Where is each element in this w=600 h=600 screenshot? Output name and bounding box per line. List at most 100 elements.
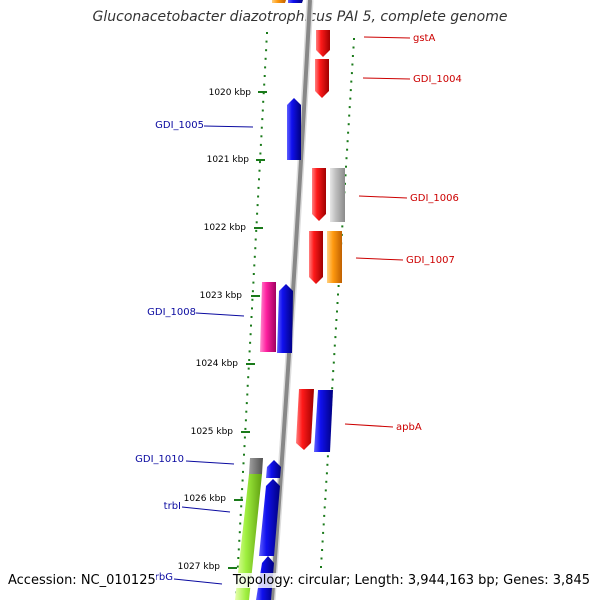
grey-gene-arrow[interactable] [330,168,345,222]
red-gene-arrow[interactable] [309,231,323,284]
label-leader-line [363,36,411,39]
track-tick [238,539,241,542]
label-leader-line [173,578,223,585]
label-leader-line [195,312,245,317]
scale-label: 1021 kbp [207,155,250,165]
track-tick [252,273,255,275]
accession-text: Accession: NC_010125 [8,573,156,588]
track-tick [241,479,244,482]
track-tick [242,470,244,473]
track-tick [332,370,335,373]
track-tick [259,152,262,155]
track-tick [352,46,355,49]
track-tick [261,109,264,112]
track-tick [322,531,325,534]
track-tick [326,455,329,458]
scale-label: 1024 kbp [196,359,239,369]
gene-label-gdi-1010[interactable]: GDI_1010 [135,454,184,465]
track-tick [260,135,263,138]
gene-label-gdi-1006[interactable]: GDI_1006 [410,193,459,204]
blue-gene-arrow[interactable] [288,0,303,3]
track-tick [347,123,350,126]
track-tick [242,462,245,465]
track-tick [344,174,347,177]
track-tick [238,531,241,534]
orange-gene-arrow[interactable] [272,0,286,3]
label-leader-line [185,460,235,465]
track-tick [254,238,257,241]
track-tick [247,367,250,370]
track-tick [241,488,244,491]
track-tick [244,427,247,430]
gene-label-gdi-1004[interactable]: GDI_1004 [413,74,462,85]
track-tick [321,549,324,551]
scale-label: 1027 kbp [178,562,221,572]
track-tick [258,178,260,181]
track-tick [237,557,240,559]
track-tick [323,514,326,517]
track-tick [243,445,246,448]
track-tick [349,89,352,92]
track-tick [263,83,266,86]
track-tick [325,480,328,483]
left-gene-labels[interactable]: GDI_1005 GDI_1008 GDI_1010 trbI trbG [135,120,254,585]
track-tick [259,161,261,164]
track-tick [261,118,264,121]
green-gene-arrow[interactable] [235,474,262,600]
gene-label-gdi-1007[interactable]: GDI_1007 [406,255,455,266]
track-tick [324,489,327,492]
gene-label-gdi-1005[interactable]: GDI_1005 [155,120,204,131]
track-tick [350,72,353,75]
gene-label-gdi-1008[interactable]: GDI_1008 [147,307,196,318]
right-gene-labels[interactable]: gstA GDI_1004 GDI_1006 GDI_1007 apbA [344,33,462,433]
track-tick [321,540,324,543]
red-gene-arrow[interactable] [296,389,314,450]
blue-gene-arrow[interactable] [277,284,293,353]
gene-label-gsta[interactable]: gstA [413,33,435,44]
track-tick [237,548,240,551]
track-tick [324,497,327,500]
track-tick [323,506,326,509]
track-tick [243,453,245,456]
scale-label: 1026 kbp [184,494,227,504]
track-tick [257,186,260,189]
track-tick [341,225,344,228]
orange-gene-arrow[interactable] [327,231,342,283]
track-tick [256,204,259,207]
blue-gene-arrow[interactable] [287,98,301,160]
track-tick [251,298,254,301]
red-gene-arrow[interactable] [315,59,329,98]
red-gene-arrow[interactable] [316,30,330,57]
track-tick [246,384,249,387]
grey-gene-arrow[interactable] [249,458,263,474]
blue-gene-arrow[interactable] [314,390,333,452]
gene-label-apba[interactable]: apbA [396,422,422,433]
track-tick [247,376,250,379]
label-leader-line [362,77,411,80]
blue-gene-arrow[interactable] [259,479,280,556]
track-tick [347,131,350,134]
red-gene-arrow[interactable] [312,168,326,221]
track-tick [333,344,336,347]
track-tick [251,307,253,310]
track-tick [253,264,256,267]
track-tick [255,229,258,232]
track-tick [264,57,267,60]
track-tick [331,387,334,390]
track-tick [351,63,354,66]
track-tick [265,49,268,52]
gene-label-trbi[interactable]: trbI [164,501,181,512]
blue-gene-arrow[interactable] [266,460,281,478]
gene-label-trbg[interactable]: trbG [151,572,173,583]
magenta-gene-arrow[interactable] [260,282,276,352]
track-tick [346,140,349,143]
track-tick [345,157,348,160]
track-tick [259,143,262,146]
genome-summary-text: Topology: circular; Length: 3,944,163 bp… [232,573,590,588]
kbp-scale: 1020 kbp 1021 kbp 1022 kbp 1023 kbp 1024… [178,88,267,572]
track-tick [246,393,249,396]
track-tick [350,80,353,83]
track-tick [335,319,338,321]
track-tick [334,327,337,330]
